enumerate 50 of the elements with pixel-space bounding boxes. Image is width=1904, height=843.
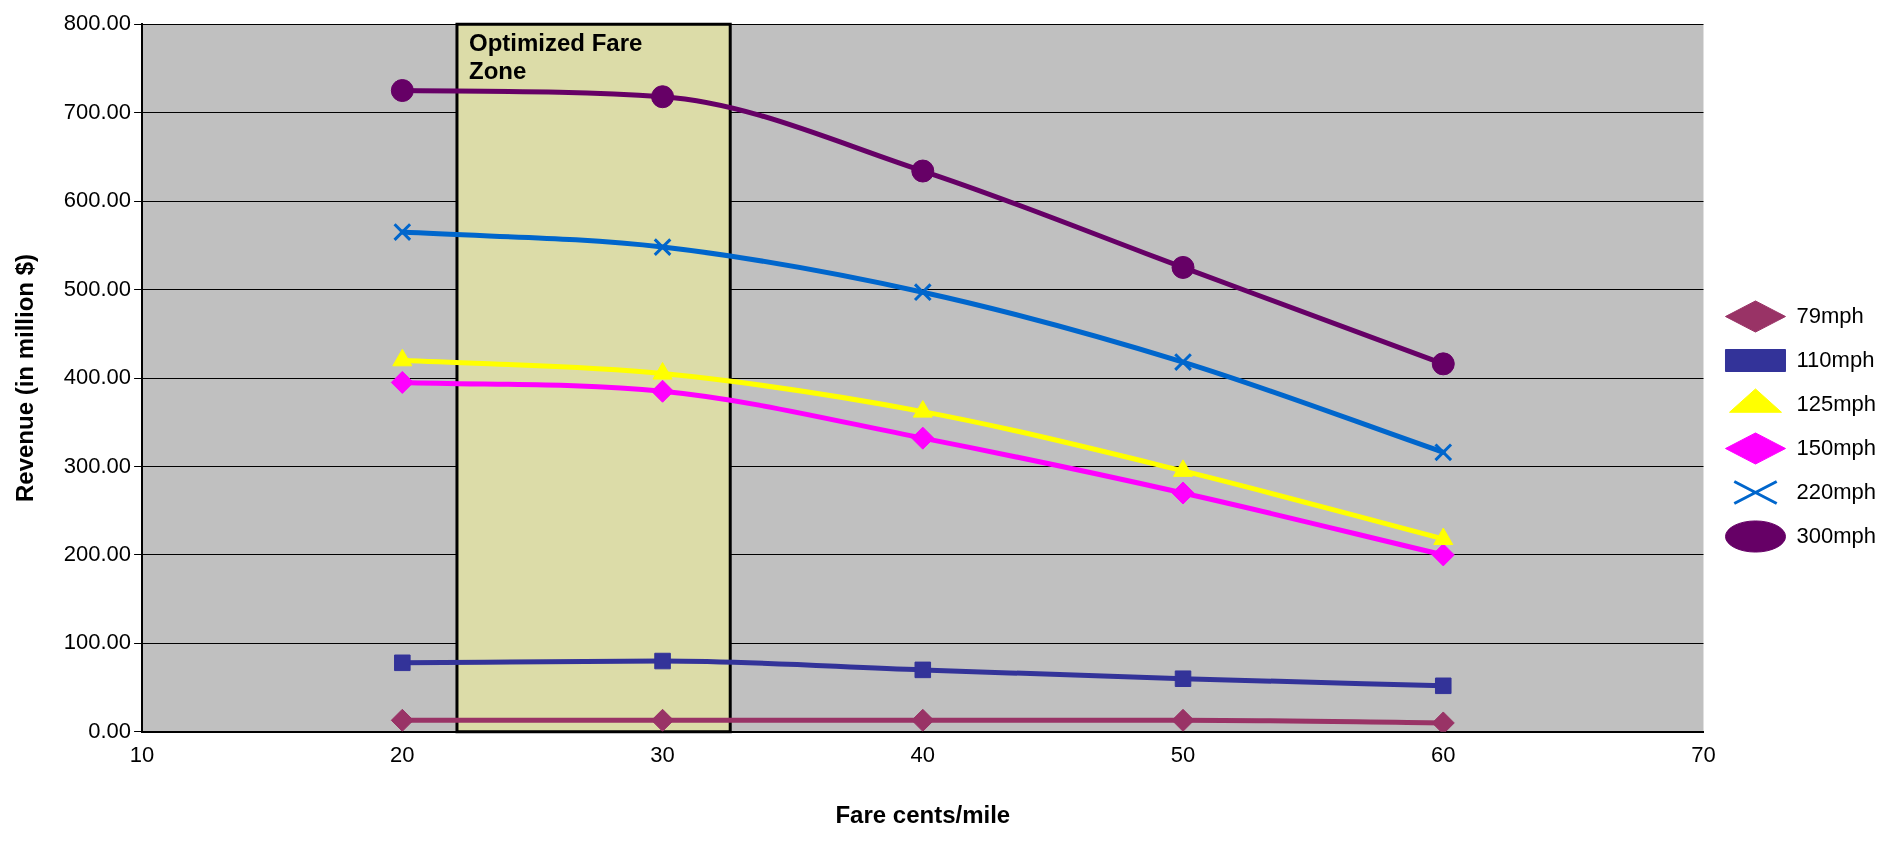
y-tick-label: 600.00 [63,187,132,213]
point [1174,670,1192,688]
point [913,282,933,302]
point [914,661,932,679]
point [653,237,672,257]
y-tick-label: 300.00 [63,452,132,478]
x-tick-label: 20 [390,742,415,768]
y-tick-label: 0.00 [88,717,132,743]
point [651,379,675,403]
point [651,708,675,732]
y-tick-label: 500.00 [63,275,132,301]
point [394,654,411,672]
y-axis-title: Revenue (in million $) [11,253,39,503]
point [1171,255,1195,279]
x-tick-label: 40 [910,742,936,768]
point [654,652,671,670]
point [911,159,935,183]
legend-label: 150mph [1796,434,1877,460]
point [1171,481,1195,505]
y-tick-label: 100.00 [63,629,132,655]
x-axis-title: Fare cents/mile [835,801,1011,829]
y-tick-label: 200.00 [63,540,132,566]
x-tick-label: 60 [1431,742,1456,768]
x-tick-label: 70 [1691,742,1716,768]
y-tick-label: 700.00 [63,98,132,124]
point [1431,711,1455,732]
point [1431,543,1455,567]
legend-label: 79mph [1796,302,1864,328]
point [1433,443,1453,462]
legend-label: 125mph [1796,390,1877,416]
point [651,85,675,109]
x-tick-label: 30 [650,742,675,768]
legend-label: 110mph [1796,346,1875,372]
point [911,708,935,732]
x-tick-label: 50 [1170,742,1196,768]
legend-label: 220mph [1796,478,1877,504]
point [390,708,414,732]
y-tick-label: 800.00 [63,10,132,36]
band-label: Optimized Fare Zone [468,28,643,84]
point [1434,677,1452,695]
point [390,370,414,394]
point [1173,352,1193,372]
point [1431,352,1455,376]
y-tick-label: 400.00 [63,364,132,390]
point [393,222,412,242]
x-tick-label: 10 [129,742,155,768]
legend-label: 300mph [1796,522,1877,548]
point [911,426,935,450]
point [1171,708,1195,732]
point [390,79,414,103]
